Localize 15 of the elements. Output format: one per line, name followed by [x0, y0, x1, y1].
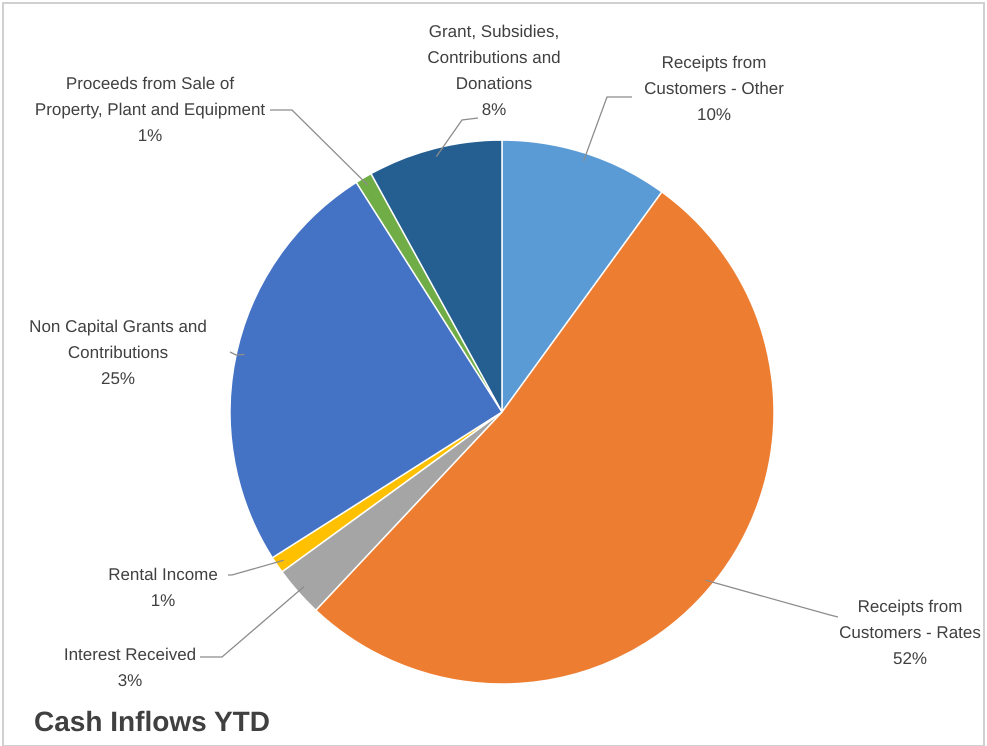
text: Cash Inflows YTD [34, 706, 270, 737]
slice-label: Non Capital Grants and Contributions [29, 317, 207, 362]
slice-label: Rental Income [108, 565, 218, 584]
data-label: 1% [138, 126, 162, 145]
slice-label: Receipts from Customers - Rates [839, 597, 981, 642]
data-label: 10% [696, 105, 732, 124]
data-label: 52% [892, 649, 928, 668]
slice-label: Receipts from Customers - Other [644, 53, 784, 98]
slice-label: Grant, Subsidies, Contributions and Donations [427, 22, 561, 93]
slice-label: Proceeds from Sale of Property, Plant and Equipment [34, 74, 266, 119]
data-label: 1% [150, 591, 176, 610]
data-label: 3% [118, 671, 142, 690]
data-label: 25% [100, 369, 136, 388]
slice-label: Interest Received [64, 645, 196, 664]
data-label: 8% [482, 100, 506, 119]
